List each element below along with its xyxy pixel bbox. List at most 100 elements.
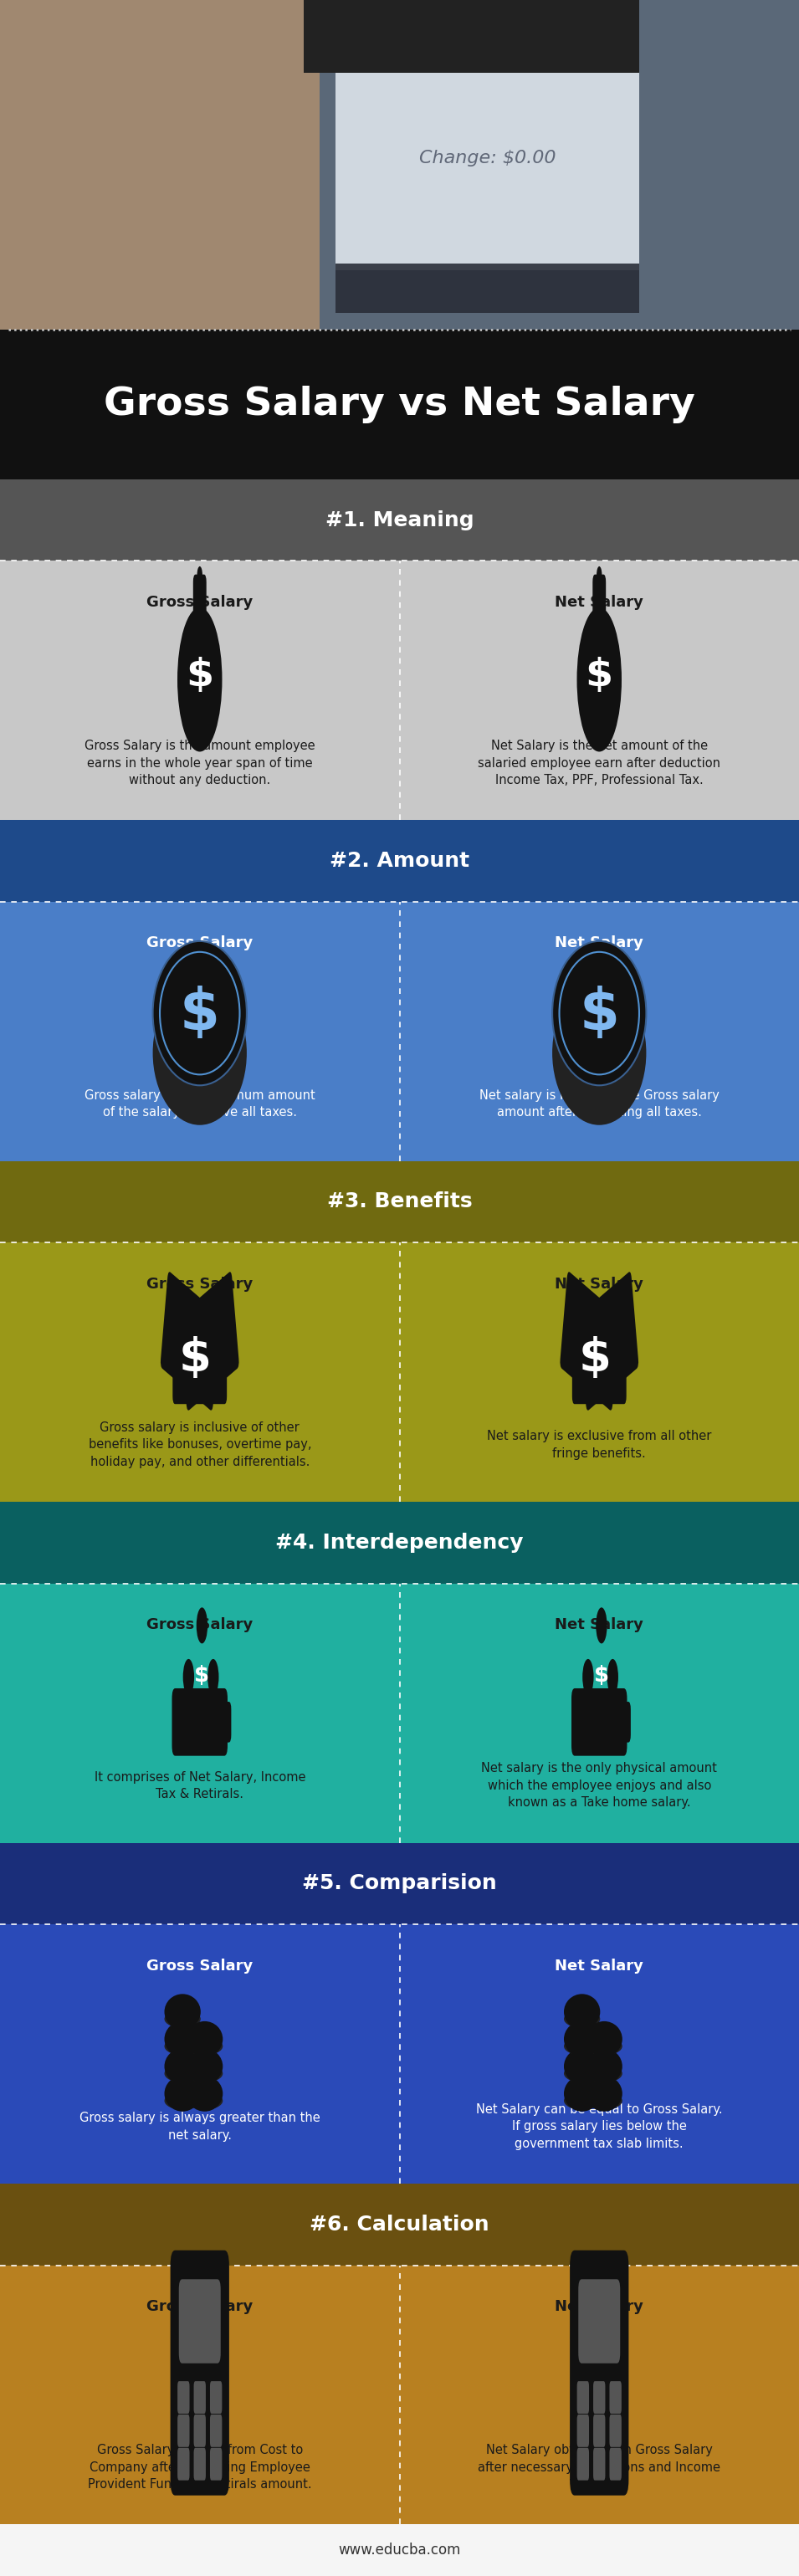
- Text: Net Salary: Net Salary: [555, 1278, 643, 1291]
- Ellipse shape: [564, 2022, 600, 2058]
- Bar: [336, 263, 639, 314]
- FancyBboxPatch shape: [193, 2414, 206, 2447]
- Text: Net Salary: Net Salary: [555, 1958, 643, 1973]
- Text: Net salary is less than the Gross salary
amount after deducting all taxes.: Net salary is less than the Gross salary…: [479, 1090, 719, 1118]
- Ellipse shape: [552, 981, 646, 1126]
- FancyBboxPatch shape: [173, 1303, 227, 1404]
- FancyBboxPatch shape: [578, 2280, 620, 2362]
- Text: #6. Calculation: #6. Calculation: [310, 2215, 489, 2233]
- Circle shape: [197, 567, 202, 585]
- Text: #1. Meaning: #1. Meaning: [325, 510, 474, 531]
- Text: #3. Benefits: #3. Benefits: [327, 1193, 472, 1211]
- Bar: [0, 1242, 799, 1502]
- Text: $: $: [586, 657, 613, 696]
- Text: Net Salary: Net Salary: [555, 1618, 643, 1633]
- FancyBboxPatch shape: [210, 2380, 222, 2414]
- Ellipse shape: [186, 2063, 223, 2081]
- Ellipse shape: [165, 2038, 201, 2056]
- FancyBboxPatch shape: [577, 2380, 589, 2414]
- Ellipse shape: [165, 2022, 201, 2058]
- Circle shape: [597, 567, 602, 585]
- Bar: [0, 330, 799, 479]
- Ellipse shape: [153, 940, 247, 1084]
- Text: Gross Salary: Gross Salary: [146, 1958, 253, 1973]
- Ellipse shape: [564, 2048, 600, 2084]
- Ellipse shape: [586, 2038, 622, 2056]
- Text: Gross salary is inclusive of other
benefits like bonuses, overtime pay,
holiday : Gross salary is inclusive of other benef…: [88, 1422, 312, 1468]
- Text: #2. Amount: #2. Amount: [330, 850, 469, 871]
- Ellipse shape: [586, 2076, 622, 2112]
- Bar: [0, 2184, 799, 2264]
- Circle shape: [183, 1659, 194, 1695]
- FancyBboxPatch shape: [193, 2447, 206, 2481]
- FancyBboxPatch shape: [193, 2380, 206, 2414]
- FancyBboxPatch shape: [577, 2414, 589, 2447]
- Ellipse shape: [564, 2009, 600, 2027]
- Text: Net Salary can be equal to Gross Salary.
If gross salary lies below the
governme: Net Salary can be equal to Gross Salary.…: [476, 2102, 722, 2151]
- Text: #4. Interdependency: #4. Interdependency: [276, 1533, 523, 1553]
- Ellipse shape: [586, 2048, 622, 2084]
- Text: Gross Salary: Gross Salary: [146, 1278, 253, 1291]
- Ellipse shape: [186, 2022, 223, 2058]
- FancyBboxPatch shape: [610, 2447, 622, 2481]
- Ellipse shape: [165, 2092, 201, 2110]
- Text: www.educba.com: www.educba.com: [338, 2543, 461, 2558]
- Ellipse shape: [552, 940, 646, 1084]
- Bar: [0, 0, 360, 330]
- Circle shape: [177, 608, 222, 752]
- Ellipse shape: [564, 1994, 600, 2030]
- Circle shape: [584, 1324, 606, 1394]
- Text: Gross salary is always greater than the
net salary.: Gross salary is always greater than the …: [79, 2112, 320, 2141]
- Ellipse shape: [165, 2048, 201, 2084]
- Text: It comprises of Net Salary, Income
Tax & Retirals.: It comprises of Net Salary, Income Tax &…: [94, 1770, 305, 1801]
- Bar: [0, 2264, 799, 2524]
- FancyBboxPatch shape: [179, 2280, 221, 2362]
- Ellipse shape: [564, 2076, 600, 2112]
- Circle shape: [185, 1324, 206, 1394]
- FancyBboxPatch shape: [177, 2414, 189, 2447]
- Text: Gross Salary: Gross Salary: [146, 935, 253, 951]
- Text: $: $: [594, 1664, 609, 1687]
- Bar: [0, 2524, 799, 2576]
- FancyBboxPatch shape: [172, 1687, 228, 1757]
- Text: Net Salary: Net Salary: [555, 2300, 643, 2313]
- FancyBboxPatch shape: [170, 2251, 229, 2496]
- Ellipse shape: [564, 2038, 600, 2056]
- FancyBboxPatch shape: [579, 1273, 638, 1412]
- Circle shape: [582, 1659, 594, 1695]
- FancyBboxPatch shape: [215, 1703, 231, 1741]
- FancyBboxPatch shape: [161, 1273, 220, 1412]
- FancyBboxPatch shape: [560, 1273, 619, 1412]
- Ellipse shape: [186, 2076, 223, 2112]
- Text: $: $: [180, 984, 220, 1041]
- Text: Gross Salary obtains from Cost to
Company after deducting Employee
Provident Fun: Gross Salary obtains from Cost to Compan…: [88, 2445, 312, 2491]
- Text: $: $: [179, 1337, 212, 1381]
- FancyBboxPatch shape: [570, 2251, 629, 2496]
- FancyBboxPatch shape: [614, 1703, 630, 1741]
- Ellipse shape: [586, 2063, 622, 2081]
- Ellipse shape: [165, 2076, 201, 2112]
- Bar: [0, 1842, 799, 1924]
- Text: Net Salary obtains from Gross Salary
after necessary deductions and Income
Tax(T: Net Salary obtains from Gross Salary aft…: [478, 2445, 721, 2491]
- Text: Gross Salary: Gross Salary: [146, 595, 253, 611]
- Bar: [0, 1924, 799, 2184]
- FancyBboxPatch shape: [577, 2447, 589, 2481]
- Bar: [0, 1162, 799, 1242]
- Ellipse shape: [564, 2092, 600, 2110]
- Ellipse shape: [153, 981, 247, 1126]
- Ellipse shape: [165, 2009, 201, 2027]
- Bar: [0, 479, 799, 562]
- Ellipse shape: [165, 1994, 201, 2030]
- FancyBboxPatch shape: [193, 574, 206, 629]
- Text: Gross Salary: Gross Salary: [146, 2300, 253, 2313]
- FancyBboxPatch shape: [177, 2447, 189, 2481]
- Text: Net salary is the only physical amount
which the employee enjoys and also
known : Net salary is the only physical amount w…: [481, 1762, 718, 1808]
- Circle shape: [596, 1607, 607, 1643]
- FancyBboxPatch shape: [210, 2447, 222, 2481]
- Bar: [0, 1502, 799, 1584]
- Circle shape: [197, 1607, 208, 1643]
- Ellipse shape: [564, 2063, 600, 2081]
- Bar: [336, 72, 639, 270]
- Text: Net Salary: Net Salary: [555, 595, 643, 611]
- Bar: [320, 0, 799, 330]
